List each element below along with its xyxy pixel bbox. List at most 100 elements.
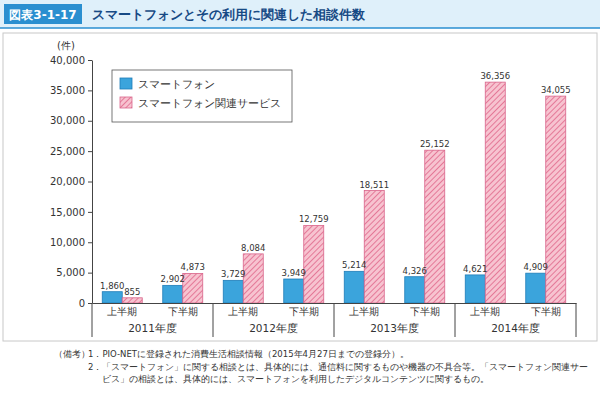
data-label: 8,084 — [241, 243, 265, 253]
x-tick-label: 上半期 — [470, 306, 500, 317]
note: 1．PIO-NETに登録された消費生活相談情報（2015年4月27日までの登録分… — [88, 349, 409, 359]
x-groups: 2011年度 2012年度 2013年度 2014年度 — [92, 303, 576, 337]
group-separator — [213, 303, 214, 337]
y-tick-mark — [88, 121, 92, 122]
group-label: 2013年度 — [370, 322, 419, 334]
data-label: 1,860 — [100, 281, 124, 291]
y-tick-mark — [88, 212, 92, 213]
bar — [546, 96, 566, 303]
data-label: 34,055 — [541, 85, 571, 95]
bar — [243, 254, 263, 303]
header-band — [0, 0, 600, 28]
bar — [122, 298, 142, 303]
y-tick: 20,000 — [50, 176, 92, 187]
y-tick-label: 40,000 — [50, 55, 85, 66]
bar — [364, 191, 384, 303]
x-tick: 下半期 — [531, 306, 561, 317]
y-tick-mark — [88, 273, 92, 274]
figure-label: 図表3-1-17 — [9, 8, 76, 22]
y-tick-label: 0 — [79, 298, 85, 309]
data-labels: 1,8602,9023,7293,9495,2144,3264,6214,909… — [100, 71, 571, 297]
x-tick: 下半期 — [410, 306, 440, 317]
x-tick-label: 下半期 — [410, 306, 440, 317]
x-tick-label: 上半期 — [228, 306, 258, 317]
bar — [223, 280, 243, 303]
bar — [183, 273, 203, 303]
x-tick-label: 下半期 — [531, 306, 561, 317]
bar — [405, 277, 425, 303]
y-axis-title: (件) — [57, 40, 75, 51]
legend: スマートフォンスマートフォン関連サービス — [112, 70, 292, 122]
bar — [163, 285, 183, 303]
bar — [465, 275, 485, 303]
legend-swatch — [120, 97, 132, 108]
y-tick-label: 25,000 — [50, 146, 85, 157]
chart-svg: 図表3-1-17 スマートフォンとその利用に関連した相談件数 (件) 0 5,000 10… — [0, 0, 600, 396]
data-label: 18,511 — [359, 180, 389, 190]
data-label: 3,949 — [282, 268, 306, 278]
y-tick: 0 — [79, 298, 92, 309]
y-tick-mark — [88, 90, 92, 91]
y-tick: 5,000 — [56, 267, 92, 278]
x-tick: 上半期 — [107, 306, 137, 317]
bar — [485, 82, 505, 303]
data-label: 4,909 — [524, 262, 548, 272]
x-tick-label: 下半期 — [168, 306, 198, 317]
note-line: ビス」の相談とは、具体的には、スマートフォンを利用したデジタルコンテンツに関する… — [102, 374, 489, 384]
y-tick-label: 20,000 — [50, 176, 85, 187]
data-label: 36,356 — [480, 71, 510, 81]
group-separator — [334, 303, 335, 337]
bar — [304, 225, 324, 303]
x-tick-label: 上半期 — [349, 306, 379, 317]
y-tick-label: 15,000 — [50, 207, 85, 218]
data-label: 4,326 — [403, 266, 427, 276]
y-tick-mark — [88, 242, 92, 243]
y-tick-label: 35,000 — [50, 85, 85, 96]
data-label: 12,759 — [299, 214, 329, 224]
x-tick-label: 上半期 — [107, 306, 137, 317]
x-tick-label: 下半期 — [289, 306, 319, 317]
y-tick: 35,000 — [50, 85, 92, 96]
y-tick-mark — [88, 303, 92, 304]
y-tick-mark — [88, 182, 92, 183]
chart-container: 図表3-1-17 スマートフォンとその利用に関連した相談件数 (件) 0 5,000 10… — [0, 0, 600, 396]
data-label: 25,152 — [420, 139, 450, 149]
y-tick: 30,000 — [50, 115, 92, 126]
y-tick: 25,000 — [50, 146, 92, 157]
bar — [526, 273, 546, 303]
x-tick: 下半期 — [289, 306, 319, 317]
group-label: 2011年度 — [128, 322, 177, 334]
chart-title: スマートフォンとその利用に関連した相談件数 — [92, 7, 366, 22]
group-separator — [455, 303, 456, 337]
data-label: 4,621 — [463, 264, 487, 274]
figure-label-box — [4, 4, 82, 24]
data-label: 855 — [124, 287, 140, 297]
data-label: 2,902 — [161, 274, 185, 284]
bar — [284, 279, 304, 303]
y-tick-label: 30,000 — [50, 115, 85, 126]
group-separator — [92, 303, 93, 337]
y-tick-label: 5,000 — [56, 267, 85, 278]
legend-swatch — [120, 78, 132, 89]
y-tick: 15,000 — [50, 207, 92, 218]
legend-box — [112, 70, 292, 122]
note-line: 1．PIO-NETに登録された消費生活相談情報（2015年4月27日までの登録分… — [88, 349, 409, 359]
bar — [425, 150, 445, 303]
legend-label: スマートフォン — [138, 78, 215, 90]
data-label: 5,214 — [342, 260, 366, 270]
y-tick-mark — [88, 151, 92, 152]
bar — [102, 292, 122, 303]
y-axis-line — [92, 61, 93, 304]
y-tick: 40,000 — [50, 55, 92, 66]
x-tick: 上半期 — [228, 306, 258, 317]
y-tick: 10,000 — [50, 237, 92, 248]
header-rule — [0, 27, 600, 29]
chart-frame — [3, 33, 597, 341]
data-label: 4,873 — [181, 262, 205, 272]
group-label: 2012年度 — [249, 322, 298, 334]
x-tick: 下半期 — [168, 306, 198, 317]
group-label: 2014年度 — [491, 322, 540, 334]
note-line: 2．「スマートフォン」に関する相談とは、具体的には、通信料に関するものや機器の不… — [88, 362, 588, 372]
note: 2．「スマートフォン」に関する相談とは、具体的には、通信料に関するものや機器の不… — [88, 362, 588, 385]
group-separator — [576, 303, 577, 337]
